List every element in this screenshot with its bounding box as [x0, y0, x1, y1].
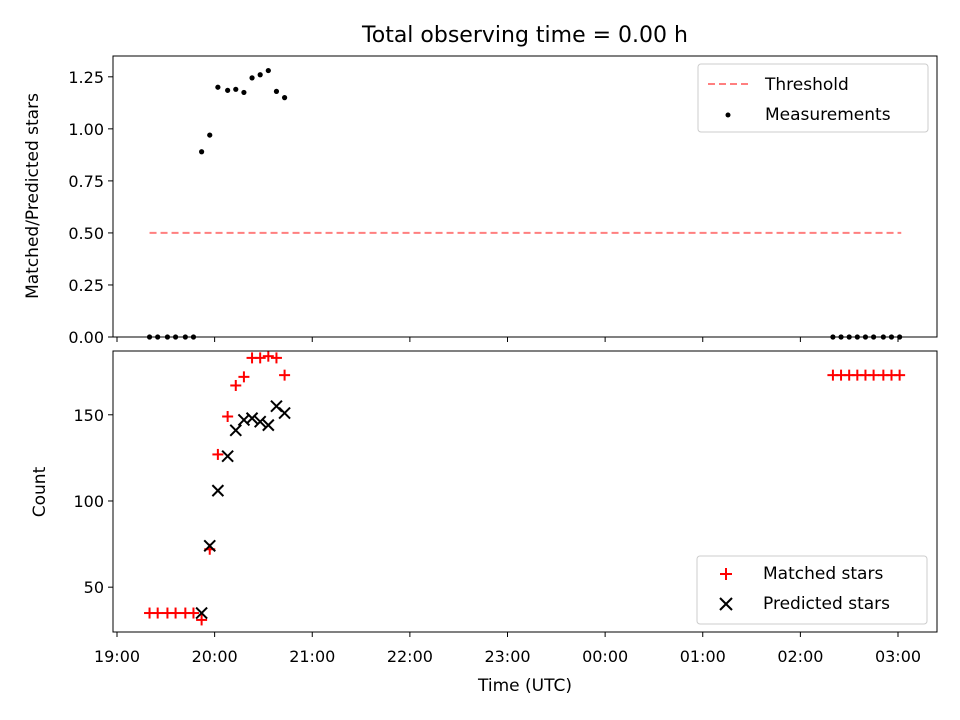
measurement-point — [249, 75, 255, 81]
top-y-tick-label: 0.25 — [68, 276, 104, 295]
matched-star-marker — [170, 607, 182, 619]
legend-label-threshold: Threshold — [764, 75, 849, 95]
x-tick-label: 22:00 — [387, 647, 433, 666]
matched-star-marker — [894, 369, 906, 381]
bottom-legend: Matched stars Predicted stars — [696, 555, 928, 625]
x-tick-label: 03:00 — [875, 647, 921, 666]
matched-star-marker — [262, 350, 274, 362]
bottom-y-axis: 50 100 150 — [73, 406, 113, 597]
matched-star-marker — [212, 448, 224, 460]
matched-star-marker — [279, 369, 291, 381]
top-x-axis — [116, 337, 899, 342]
x-tick-label: 23:00 — [484, 647, 530, 666]
x-tick-label: 20:00 — [192, 647, 238, 666]
matched-star-marker — [238, 371, 250, 383]
measurement-point — [257, 72, 263, 78]
measurement-point — [265, 67, 271, 74]
bottom-plot-area — [144, 350, 906, 626]
measurement-point — [215, 84, 221, 90]
bottom-y-tick-label: 100 — [73, 492, 104, 511]
measurement-point — [241, 89, 247, 96]
matched-star-marker — [222, 411, 234, 423]
measurement-point — [225, 87, 231, 93]
predicted-star-marker — [211, 484, 225, 497]
legend-label-measurements: Measurements — [765, 105, 891, 125]
predicted-star-marker — [203, 539, 216, 553]
predicted-star-marker — [195, 606, 208, 620]
bottom-x-axis: 19:00 20:00 21:00 22:00 23:00 00:00 01:00 02:00… — [94, 632, 921, 666]
predicted-star-b — [253, 415, 267, 428]
x-tick-label: 02:00 — [777, 647, 823, 666]
x-axis-label: Time (UTC) — [477, 676, 572, 696]
measurement-point — [199, 149, 205, 155]
predicted-star-b — [237, 413, 251, 427]
measurement-point — [281, 95, 288, 101]
top-y-tick-label: 0.00 — [68, 328, 104, 347]
bottom-panel: 50 100 150 19:00 20:00 21:00 22:00 23:00 00:00 0… — [30, 350, 938, 696]
predicted-star-marker — [253, 415, 267, 428]
predicted-star-b — [245, 412, 259, 425]
bottom-legend-box — [696, 555, 928, 625]
top-legend: Threshold Measurements — [697, 63, 929, 133]
matched-legend-swatch — [720, 568, 732, 580]
x-tick-label: 00:00 — [582, 647, 628, 666]
predicted-star-marker — [245, 412, 259, 425]
legend-label-predicted-stars: Predicted stars — [763, 594, 890, 614]
predicted-star-marker — [229, 424, 242, 437]
bottom-y-axis-label: Count — [30, 466, 50, 517]
top-y-axis: 0.00 0.25 0.50 0.75 1.00 1.25 — [68, 68, 113, 347]
x-tick-label: 19:00 — [94, 647, 140, 666]
top-axes-frame — [112, 55, 938, 338]
top-y-tick-label: 1.00 — [68, 120, 104, 139]
top-y-tick-label: 0.50 — [68, 224, 104, 243]
bottom-y-tick-label: 150 — [73, 406, 104, 425]
matched-star-marker — [187, 607, 199, 619]
predicted-legend-swatch — [719, 597, 733, 611]
matched-star-marker — [254, 352, 266, 364]
x-tick-label: 21:00 — [289, 647, 335, 666]
top-y-tick-label: 1.25 — [68, 68, 104, 87]
predicted-star-b — [221, 449, 234, 463]
matched-star-marker — [196, 614, 208, 626]
predicted-star-b — [229, 424, 242, 437]
top-y-tick-label: 0.75 — [68, 172, 104, 191]
chart-title: Total observing time = 0.00 h — [361, 23, 688, 48]
predicted-star-b — [195, 606, 208, 620]
x-tick-label: 01:00 — [680, 647, 726, 666]
predicted-star-b — [270, 399, 283, 413]
bottom-axes-frame — [112, 350, 938, 633]
top-legend-box — [697, 63, 929, 133]
predicted-star-b — [278, 406, 291, 420]
predicted-star-b — [203, 539, 216, 553]
predicted-star-b — [262, 418, 275, 432]
measurement-point — [207, 132, 213, 138]
matched-star-marker — [152, 607, 164, 619]
matched-star-marker — [868, 369, 880, 381]
measurement-point — [273, 88, 280, 94]
measurements-legend-swatch — [725, 112, 731, 118]
predicted-star-marker — [262, 418, 275, 432]
matched-star-marker — [270, 352, 282, 364]
top-panel: 0.00 0.25 0.50 0.75 1.00 1.25 Matched/Predict… — [23, 55, 938, 347]
top-y-axis-label: Matched/Predicted stars — [23, 93, 43, 299]
predicted-star-b — [211, 484, 225, 497]
predicted-star-marker — [221, 449, 234, 463]
measurement-point — [233, 86, 239, 92]
bottom-y-tick-label: 50 — [84, 578, 104, 597]
matched-star-marker — [230, 379, 242, 391]
legend-label-matched-stars: Matched stars — [763, 564, 883, 584]
predicted-star-marker — [278, 406, 291, 420]
